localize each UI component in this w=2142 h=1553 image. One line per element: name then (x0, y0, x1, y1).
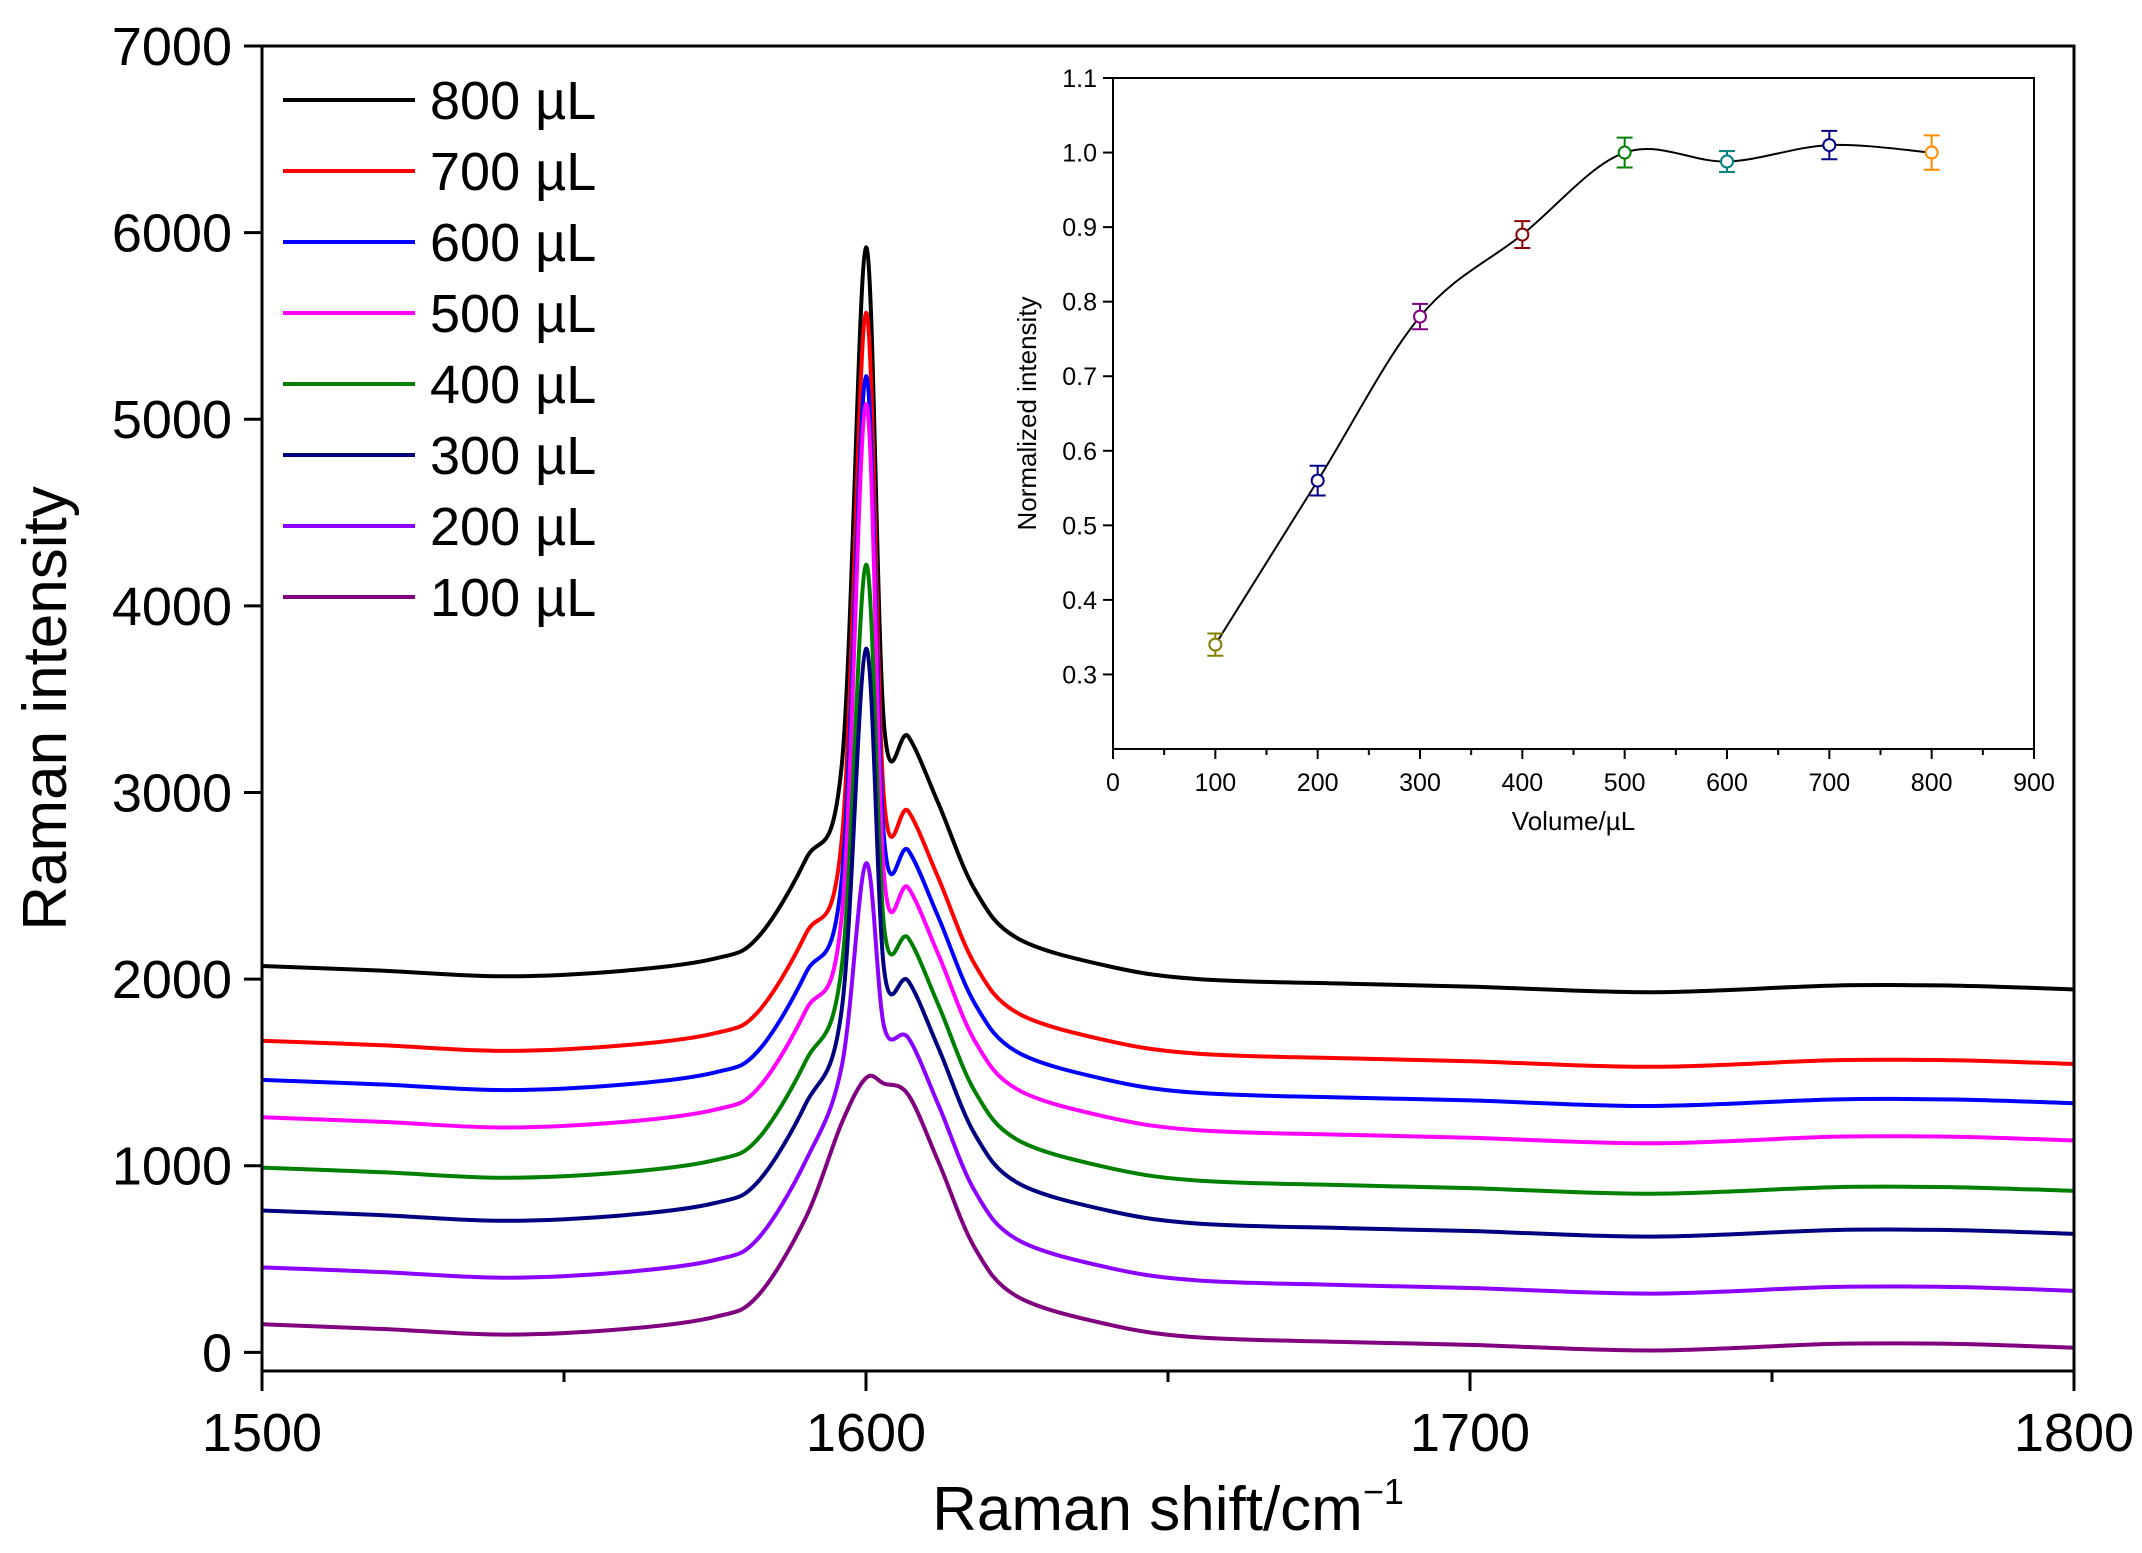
y-tick-label: 0 (202, 1323, 232, 1383)
y-tick-label: 4000 (112, 577, 232, 637)
x-tick-label: 1800 (2014, 1403, 2134, 1463)
legend-label: 100 µL (430, 568, 596, 628)
legend-label: 600 µL (430, 213, 596, 273)
x-tick-label: 1700 (1410, 1403, 1530, 1463)
series-line-300-uL (261, 646, 2075, 1239)
y-tick-label: 3000 (112, 763, 232, 823)
inset-y-tick-label: 0.5 (1062, 512, 1097, 540)
inset-x-tick-label: 100 (1194, 769, 1236, 797)
x-axis-label-superscript: −1 (1363, 1471, 1404, 1512)
x-tick-label: 1600 (806, 1403, 926, 1463)
legend-label: 700 µL (430, 142, 596, 202)
series-line-100-uL (261, 1073, 2075, 1353)
inset-y-tick-label: 0.7 (1062, 363, 1097, 391)
series-line-500-uL (261, 402, 2075, 1146)
inset-y-tick-label: 0.8 (1062, 289, 1097, 317)
y-tick-label: 7000 (112, 17, 232, 77)
inset-x-tick-label: 600 (1706, 769, 1748, 797)
y-tick-label: 6000 (112, 204, 232, 264)
series-line-800-uL (261, 245, 2075, 995)
y-tick-label: 2000 (112, 950, 232, 1010)
inset-data-point (1208, 637, 1223, 652)
inset-y-tick-label: 0.3 (1062, 661, 1097, 689)
x-axis-label-text: Raman shift/cm (932, 1475, 1363, 1544)
inset-y-tick-label: 1.0 (1062, 140, 1097, 168)
y-tick-label: 1000 (112, 1137, 232, 1197)
series-line-400-uL (261, 562, 2075, 1196)
y-axis-label: Raman intensity (11, 486, 80, 931)
inset-data-point (1413, 309, 1427, 324)
inset-x-tick-label: 0 (1106, 769, 1120, 797)
inset-y-tick-label: 0.9 (1062, 214, 1097, 242)
inset-x-tick-label: 300 (1399, 769, 1441, 797)
inset-x-tick-label: 900 (2013, 769, 2055, 797)
inset-data-point (1617, 145, 1632, 160)
legend-label: 500 µL (430, 284, 596, 344)
inset-data-point (1720, 154, 1734, 169)
inset-x-axis-label: Volume/µL (1512, 806, 1635, 836)
x-tick-label: 1500 (202, 1403, 322, 1463)
series-line-700-uL (261, 310, 2075, 1069)
legend-label: 300 µL (430, 426, 596, 486)
legend-label: 800 µL (430, 71, 596, 131)
x-axis-label: Raman shift/cm−1 (932, 1471, 1404, 1544)
inset-y-tick-label: 0.4 (1062, 587, 1097, 615)
inset-data-point (1924, 145, 1939, 160)
inset-x-tick-label: 200 (1297, 769, 1339, 797)
legend-label: 200 µL (430, 497, 596, 557)
inset-frame (1112, 77, 2035, 750)
inset-x-tick-label: 400 (1501, 769, 1543, 797)
series-line-600-uL (261, 374, 2075, 1109)
inset-y-tick-label: 1.1 (1062, 65, 1097, 93)
inset-data-point (1515, 227, 1530, 242)
legend-label: 400 µL (430, 355, 596, 415)
inset-y-tick-label: 0.6 (1062, 438, 1097, 466)
inset-x-tick-label: 700 (1808, 769, 1850, 797)
inset-y-axis-label: Normalized intensity (1012, 296, 1042, 530)
inset-plot: 0.3 0.4 0.5 0.6 0.7 0.8 0.9 1.0 1.1 0 100 200 300 400… (1012, 65, 2055, 836)
y-tick-label: 5000 (112, 390, 232, 450)
inset-x-tick-label: 500 (1604, 769, 1646, 797)
inset-data-point (1310, 473, 1325, 488)
inset-x-tick-label: 800 (1911, 769, 1953, 797)
inset-data-point (1822, 138, 1837, 153)
series-line-200-uL (261, 861, 2075, 1296)
